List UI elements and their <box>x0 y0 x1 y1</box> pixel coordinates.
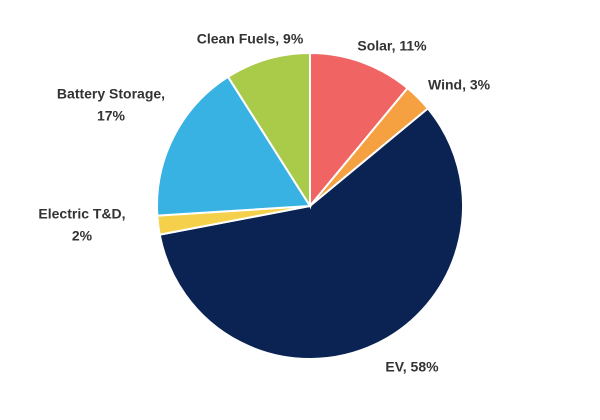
slice-label: Solar, 11% <box>357 38 427 54</box>
slice-label: EV, 58% <box>385 359 439 375</box>
slice-label: Battery Storage, <box>57 86 165 102</box>
slice-label: 17% <box>97 108 126 124</box>
slice-label: Electric T&D, <box>38 206 125 222</box>
pie-slice <box>158 107 464 360</box>
pie-slice <box>309 51 409 209</box>
slice-label: Clean Fuels, 9% <box>197 31 304 47</box>
pie-slice <box>156 75 312 217</box>
slice-label: 2% <box>72 228 93 244</box>
slice-label: Wind, 3% <box>428 77 491 93</box>
pie-slice <box>226 51 311 210</box>
